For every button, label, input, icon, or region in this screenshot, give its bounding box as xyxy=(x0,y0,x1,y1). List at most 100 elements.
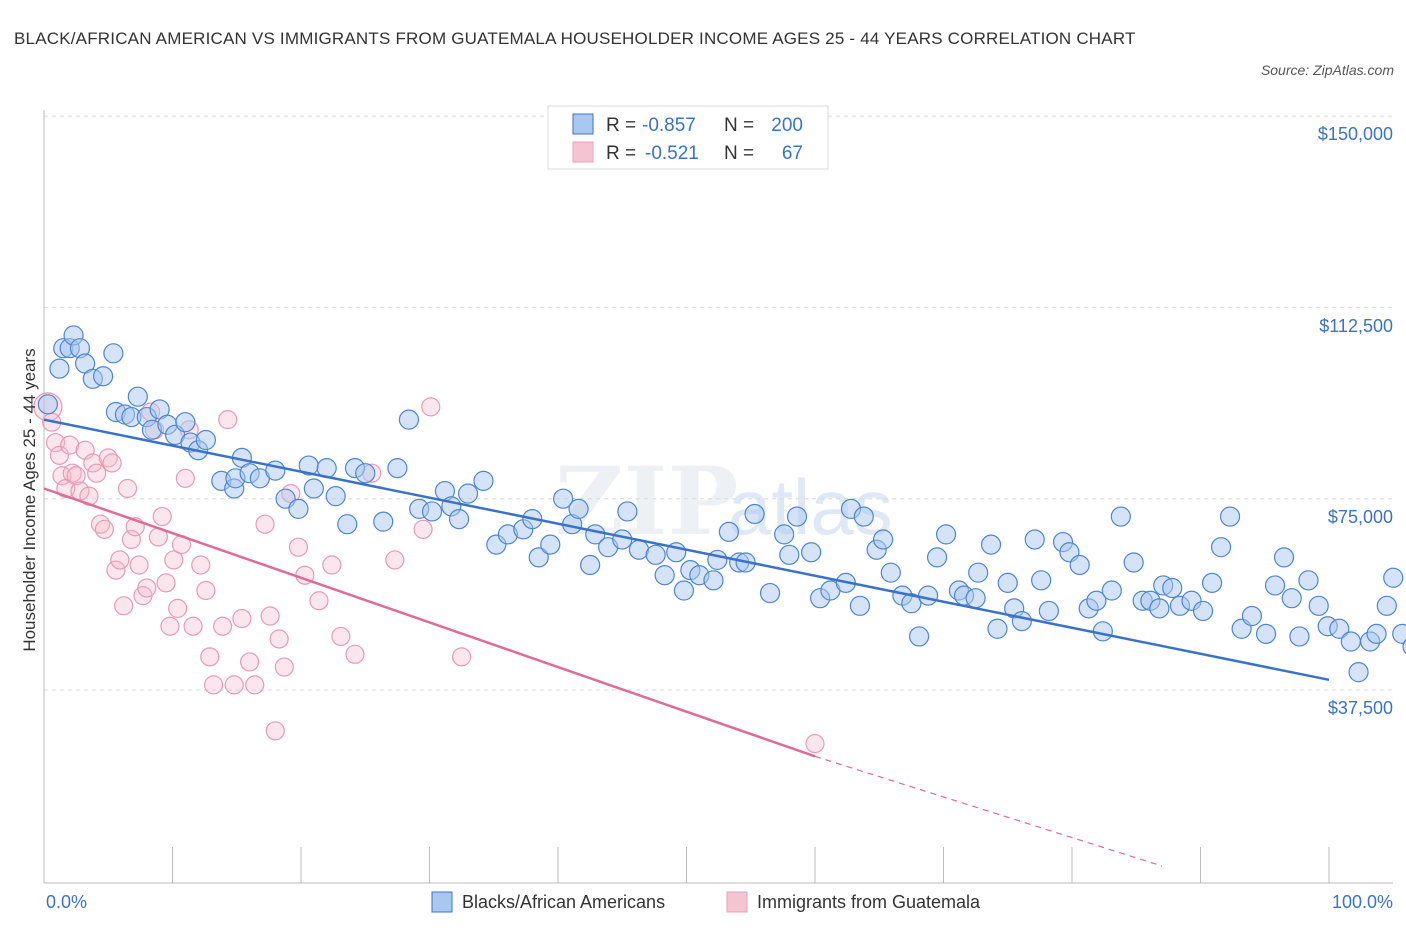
guatemala-point xyxy=(87,463,107,483)
y-tick-label-112500: $112,500 xyxy=(1319,316,1393,336)
trend-lines xyxy=(43,418,1330,867)
x-tick-label-max: 100.0% xyxy=(1332,892,1393,912)
black-point xyxy=(288,498,309,520)
guatemala-point xyxy=(121,529,141,550)
black-point xyxy=(355,463,376,484)
black-point xyxy=(1289,626,1310,647)
black-point xyxy=(853,506,874,527)
black-point xyxy=(1123,552,1144,573)
black-point xyxy=(617,501,638,522)
black-point xyxy=(968,562,989,583)
guatemala-point xyxy=(288,537,309,557)
black-point xyxy=(1241,605,1263,627)
black-point xyxy=(774,524,795,545)
black-point xyxy=(337,514,358,535)
x-tick-label-min: 0.0% xyxy=(46,892,87,912)
guatemala-point xyxy=(183,616,203,636)
black-point xyxy=(1255,623,1277,644)
guatemala-point xyxy=(152,506,172,527)
guatemala-point xyxy=(66,466,86,486)
black-point xyxy=(880,562,901,583)
black-point xyxy=(580,554,601,576)
black-point xyxy=(448,509,470,530)
guatemala-point xyxy=(175,468,195,488)
black-point xyxy=(1219,506,1241,527)
black-point xyxy=(1281,588,1302,609)
legend-r-label-blue: R = xyxy=(606,115,636,136)
black-point xyxy=(325,486,346,507)
black-point xyxy=(1069,554,1090,576)
guatemala-point xyxy=(137,578,157,598)
guatemala-point xyxy=(413,519,433,539)
black-point xyxy=(175,412,196,433)
black-point xyxy=(744,503,765,525)
black-point xyxy=(1340,631,1361,652)
guatemala-point xyxy=(164,550,184,570)
guatemala-point xyxy=(168,598,188,618)
chart-title: BLACK/AFRICAN AMERICAN VS IMMIGRANTS FRO… xyxy=(14,29,1136,48)
black-point xyxy=(1392,623,1406,644)
guatemala-trend-extension xyxy=(814,755,1163,867)
guatemala-point xyxy=(265,721,285,741)
y-tick-label-75000: $75,000 xyxy=(1328,507,1393,527)
bottom-legend-label-pink: Immigrants from Guatemala xyxy=(757,892,981,912)
guatemala-point xyxy=(60,435,80,455)
guatemala-point xyxy=(200,647,220,667)
stats-legend: R = -0.857 N = 200 R = -0.521 N = 67 xyxy=(547,105,829,170)
black-point xyxy=(1092,621,1113,642)
legend-n-value-pink: 67 xyxy=(782,143,803,164)
y-tick-label-150000: $150,000 xyxy=(1318,124,1393,144)
guatemala-point xyxy=(232,608,252,629)
black-point xyxy=(707,549,728,571)
bottom-legend-swatch-pink xyxy=(726,891,748,913)
legend-r-value-pink: -0.521 xyxy=(645,143,699,164)
black-point xyxy=(1011,611,1032,632)
guatemala-point xyxy=(421,397,441,417)
black-point xyxy=(1086,590,1107,611)
black-point xyxy=(37,394,58,415)
bottom-legend-swatch-blue xyxy=(431,891,453,913)
axes xyxy=(43,110,1393,884)
guatemala-point xyxy=(309,591,329,611)
black-point xyxy=(779,544,800,565)
black-point xyxy=(373,511,394,532)
black-point xyxy=(901,593,922,614)
y-tick-label-37500: $37,500 xyxy=(1328,698,1393,718)
guatemala-point xyxy=(331,626,351,647)
legend-n-label-blue: N = xyxy=(724,115,754,136)
guatemala-point xyxy=(45,432,66,453)
guatemala-point xyxy=(102,453,122,473)
black-point xyxy=(673,580,695,601)
bottom-legend-label-blue: Blacks/African Americans xyxy=(462,892,665,912)
black-point xyxy=(1101,580,1122,601)
black-point xyxy=(873,529,894,550)
black-point xyxy=(1348,662,1369,683)
black-point xyxy=(645,544,666,565)
black-point xyxy=(1402,638,1406,655)
source-label: Source: ZipAtlas.com xyxy=(1260,62,1394,78)
black-point xyxy=(528,547,549,568)
black-point xyxy=(421,501,443,522)
guatemala-point xyxy=(269,629,289,649)
legend-swatch-pink xyxy=(572,141,594,163)
black-point xyxy=(654,565,675,586)
guatemala-point xyxy=(114,596,134,616)
guatemala-point xyxy=(218,410,238,430)
black-point xyxy=(473,470,494,491)
black-point xyxy=(628,539,650,560)
guatemala-point xyxy=(160,616,180,636)
stats-legend-box xyxy=(547,105,829,170)
black-point xyxy=(849,595,871,616)
black-point xyxy=(127,386,148,407)
black-point xyxy=(1024,529,1045,550)
black-point xyxy=(1383,567,1404,588)
black-point xyxy=(540,534,561,555)
black-point xyxy=(926,547,948,568)
black-point xyxy=(1308,595,1329,616)
black-points xyxy=(37,325,1406,683)
black-point xyxy=(1366,623,1387,644)
series-legend: Blacks/African Americans Immigrants from… xyxy=(431,891,981,913)
guatemala-point xyxy=(83,453,103,473)
black-point xyxy=(917,585,939,606)
